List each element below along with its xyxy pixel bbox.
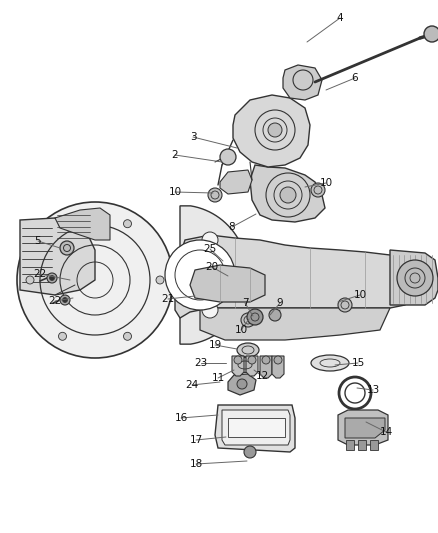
Text: 6: 6: [351, 73, 357, 83]
Circle shape: [310, 183, 324, 197]
Circle shape: [123, 332, 131, 340]
Bar: [357, 440, 365, 450]
Polygon shape: [190, 265, 265, 302]
Circle shape: [267, 123, 281, 137]
Polygon shape: [337, 410, 387, 445]
Circle shape: [233, 356, 241, 364]
Text: 22: 22: [48, 296, 61, 306]
Text: 10: 10: [168, 187, 181, 197]
Circle shape: [201, 302, 218, 318]
Circle shape: [244, 446, 255, 458]
Polygon shape: [175, 235, 409, 318]
Circle shape: [279, 187, 295, 203]
Circle shape: [247, 309, 262, 325]
Circle shape: [165, 240, 234, 310]
Polygon shape: [233, 95, 309, 167]
Circle shape: [219, 149, 236, 165]
Circle shape: [60, 241, 74, 255]
Circle shape: [273, 356, 281, 364]
Circle shape: [155, 276, 164, 284]
Circle shape: [17, 202, 173, 358]
Text: 9: 9: [276, 298, 283, 308]
Circle shape: [396, 260, 432, 296]
Polygon shape: [389, 250, 437, 305]
Text: 5: 5: [35, 236, 41, 246]
Polygon shape: [55, 208, 110, 240]
Text: 17: 17: [189, 435, 202, 445]
Polygon shape: [272, 356, 283, 378]
Text: 16: 16: [174, 413, 187, 423]
Polygon shape: [249, 165, 324, 222]
Circle shape: [208, 188, 222, 202]
Bar: [345, 440, 353, 450]
Polygon shape: [219, 170, 251, 194]
Text: 7: 7: [241, 298, 248, 308]
Text: 10: 10: [319, 178, 332, 188]
Polygon shape: [20, 218, 95, 295]
Text: 22: 22: [33, 269, 46, 279]
Circle shape: [237, 379, 247, 389]
Circle shape: [26, 276, 34, 284]
Text: 15: 15: [350, 358, 364, 368]
Polygon shape: [245, 356, 258, 376]
Polygon shape: [227, 374, 255, 395]
Polygon shape: [200, 305, 389, 340]
Polygon shape: [222, 410, 290, 445]
Text: 13: 13: [366, 385, 379, 395]
Text: 8: 8: [228, 222, 235, 232]
Text: 3: 3: [189, 132, 196, 142]
Circle shape: [268, 309, 280, 321]
Circle shape: [123, 220, 131, 228]
Text: 11: 11: [211, 373, 224, 383]
Circle shape: [58, 332, 66, 340]
Polygon shape: [283, 65, 321, 100]
Text: 21: 21: [161, 294, 174, 304]
Circle shape: [240, 313, 254, 327]
Polygon shape: [215, 405, 294, 452]
Text: 4: 4: [336, 13, 343, 23]
Circle shape: [337, 298, 351, 312]
Circle shape: [201, 232, 218, 248]
Text: 12: 12: [255, 371, 268, 381]
Circle shape: [60, 295, 70, 305]
Circle shape: [423, 26, 438, 42]
Ellipse shape: [310, 355, 348, 371]
Circle shape: [58, 220, 66, 228]
Text: 19: 19: [208, 340, 221, 350]
Polygon shape: [259, 356, 272, 378]
Circle shape: [62, 297, 67, 303]
Text: 10: 10: [234, 325, 247, 335]
Polygon shape: [231, 356, 244, 376]
Ellipse shape: [233, 358, 256, 373]
Text: 10: 10: [353, 290, 366, 300]
Bar: [369, 440, 377, 450]
Circle shape: [49, 276, 54, 280]
Text: 25: 25: [203, 244, 216, 254]
Polygon shape: [344, 418, 384, 438]
Circle shape: [247, 356, 255, 364]
Polygon shape: [227, 418, 284, 437]
Text: 14: 14: [378, 427, 392, 437]
Circle shape: [47, 273, 57, 283]
Ellipse shape: [237, 343, 258, 357]
Text: 23: 23: [194, 358, 207, 368]
Text: 18: 18: [189, 459, 202, 469]
Polygon shape: [180, 206, 247, 344]
Circle shape: [261, 356, 269, 364]
Text: 24: 24: [185, 380, 198, 390]
Text: 20: 20: [205, 262, 218, 272]
Text: 2: 2: [171, 150, 178, 160]
